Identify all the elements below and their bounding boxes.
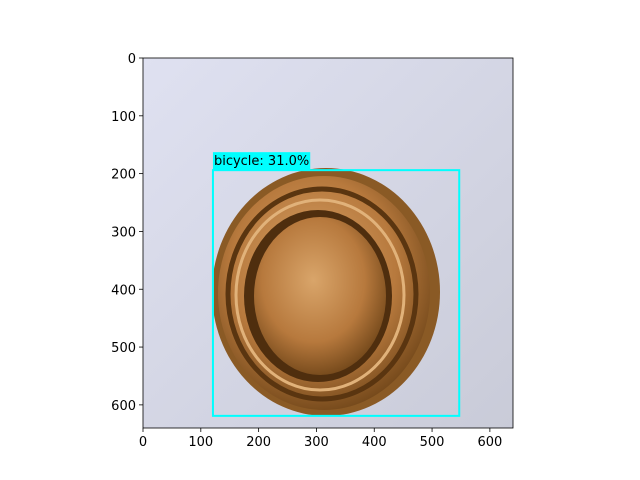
x-tick-label: 300 — [304, 435, 329, 450]
x-tick-label: 100 — [188, 435, 213, 450]
x-tick-label: 200 — [246, 435, 271, 450]
box-label-bg — [212, 152, 311, 171]
image — [143, 58, 513, 428]
y-tick-label: 400 — [111, 283, 136, 298]
y-tick-label: 200 — [111, 168, 136, 183]
box-label: bicycle: 31.0% — [214, 154, 309, 169]
y-tick-label: 600 — [111, 399, 136, 414]
y-tick-label: 300 — [111, 225, 136, 240]
y-tick-label: 500 — [111, 341, 136, 356]
x-tick-label: 400 — [362, 435, 387, 450]
x-tick-label: 600 — [477, 435, 502, 450]
bounding-box — [211, 169, 461, 417]
axes-frame — [142, 57, 514, 429]
x-tick-label: 500 — [420, 435, 445, 450]
y-tick-label: 100 — [111, 110, 136, 125]
y-tick-label: 0 — [128, 52, 136, 67]
x-tick-label: 0 — [139, 435, 147, 450]
